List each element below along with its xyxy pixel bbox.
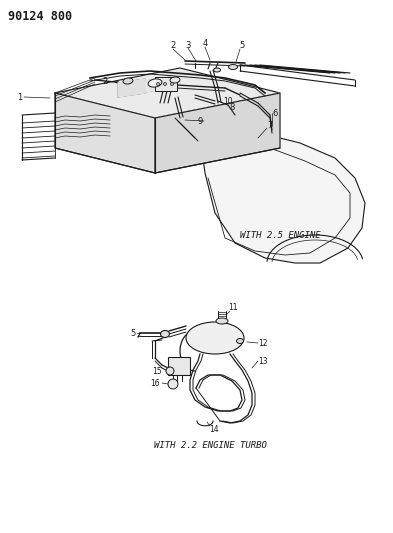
Polygon shape (118, 79, 145, 97)
Ellipse shape (228, 64, 237, 69)
Polygon shape (55, 68, 280, 118)
Text: WITH 2.5 ENGINE: WITH 2.5 ENGINE (240, 230, 320, 239)
Polygon shape (55, 93, 155, 173)
Text: 13: 13 (258, 357, 268, 366)
Text: 10: 10 (223, 96, 233, 106)
Text: 2: 2 (171, 42, 176, 51)
Text: 6: 6 (272, 109, 278, 117)
Ellipse shape (213, 68, 220, 72)
Text: 15: 15 (152, 367, 162, 376)
Ellipse shape (186, 322, 244, 354)
Text: 14: 14 (209, 424, 219, 433)
Text: 5: 5 (130, 328, 136, 337)
Ellipse shape (216, 318, 228, 324)
Ellipse shape (123, 78, 133, 84)
Text: WITH 2.2 ENGINE TURBO: WITH 2.2 ENGINE TURBO (154, 440, 266, 449)
Polygon shape (145, 77, 170, 92)
Text: 4: 4 (202, 39, 208, 49)
Circle shape (163, 83, 167, 85)
Bar (168, 357, 190, 375)
Text: 12: 12 (258, 338, 268, 348)
Ellipse shape (170, 77, 180, 83)
Ellipse shape (237, 338, 244, 343)
Text: 11: 11 (228, 303, 238, 311)
Circle shape (156, 83, 160, 85)
Text: 9: 9 (197, 117, 203, 125)
Circle shape (166, 367, 174, 375)
Text: 90124 800: 90124 800 (8, 10, 72, 23)
Text: 3: 3 (185, 41, 191, 50)
Polygon shape (155, 93, 280, 173)
Circle shape (168, 379, 178, 389)
Text: 8: 8 (229, 103, 235, 112)
Text: 5: 5 (239, 42, 244, 51)
Ellipse shape (148, 79, 162, 87)
Ellipse shape (160, 330, 169, 337)
Text: 16: 16 (150, 378, 160, 387)
Bar (155, 77, 177, 91)
Text: 2: 2 (102, 77, 108, 85)
Circle shape (171, 83, 173, 85)
Text: 1: 1 (17, 93, 23, 101)
Text: 7: 7 (267, 120, 273, 130)
Polygon shape (200, 133, 365, 263)
